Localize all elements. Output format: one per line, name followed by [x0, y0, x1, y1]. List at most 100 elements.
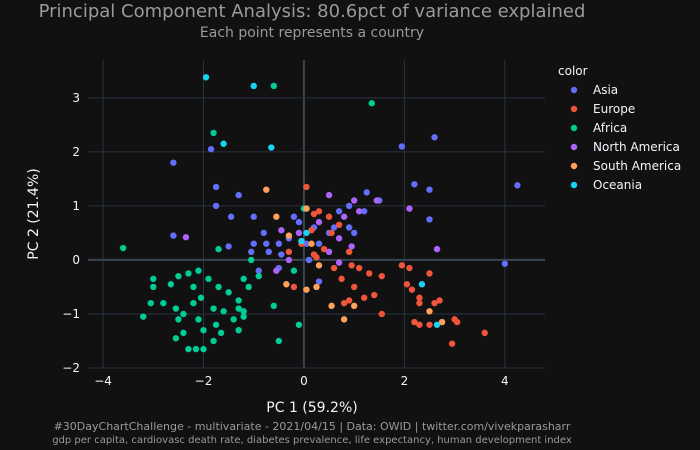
point-south-america	[283, 281, 290, 288]
point-asia	[248, 248, 255, 256]
point-europe	[398, 262, 406, 269]
x-tick-label: −4	[94, 374, 112, 388]
point-asia	[411, 181, 418, 188]
point-asia	[207, 145, 215, 153]
legend-marker-africa	[570, 124, 578, 132]
point-south-america	[313, 283, 320, 291]
point-north-america	[406, 205, 413, 212]
point-europe	[448, 340, 456, 347]
point-south-america	[340, 316, 348, 323]
point-asia	[350, 229, 358, 237]
point-africa	[240, 313, 247, 320]
point-south-america	[350, 302, 358, 310]
legend-title: color	[558, 64, 588, 78]
point-north-america	[278, 227, 285, 234]
y-tick-label: 0	[72, 253, 80, 267]
x-tick-label: −2	[195, 374, 213, 388]
point-asia	[255, 267, 262, 274]
point-europe	[403, 281, 411, 288]
point-africa	[150, 283, 157, 291]
point-oceania	[250, 82, 257, 90]
point-north-america	[285, 256, 293, 264]
point-europe	[416, 294, 423, 301]
point-north-america	[433, 245, 441, 253]
point-africa	[215, 283, 222, 291]
point-africa	[172, 335, 180, 342]
point-south-america	[263, 186, 270, 193]
point-europe	[285, 248, 293, 256]
point-north-america	[355, 208, 363, 215]
legend-marker-asia	[570, 86, 578, 94]
point-oceania	[220, 140, 227, 147]
point-africa	[195, 267, 202, 274]
point-north-america	[325, 248, 333, 256]
point-africa	[270, 302, 278, 310]
point-europe	[366, 270, 373, 277]
point-africa	[140, 313, 147, 320]
point-asia	[345, 224, 353, 231]
point-africa	[295, 321, 303, 328]
chart-subtitle: Each point represents a country	[200, 25, 424, 41]
legend-marker-north-america	[570, 143, 578, 151]
point-africa	[270, 82, 278, 90]
point-north-america	[335, 235, 343, 242]
y-axis-label: PC 2 (21.4%)	[26, 168, 42, 259]
point-asia	[235, 191, 242, 199]
legend-label-africa: Africa	[593, 121, 627, 135]
point-asia	[225, 243, 232, 250]
point-europe	[431, 299, 438, 307]
point-africa	[175, 316, 182, 323]
point-oceania	[303, 229, 310, 237]
point-asia	[361, 208, 368, 215]
point-europe	[330, 264, 338, 272]
point-africa	[200, 326, 207, 334]
point-asia	[315, 240, 323, 247]
point-asia	[330, 224, 338, 231]
point-asia	[514, 182, 521, 189]
point-north-america	[373, 197, 380, 204]
footer-line-1: #30DayChartChallenge - multivariate - 20…	[54, 420, 571, 433]
point-africa	[175, 272, 182, 280]
point-africa	[190, 299, 197, 307]
footer-line-2: gdp per capita, cardiovasc death rate, d…	[52, 435, 572, 446]
point-africa	[185, 345, 192, 353]
point-south-america	[273, 213, 280, 220]
point-europe	[426, 270, 433, 277]
point-europe	[303, 183, 310, 191]
point-africa	[160, 299, 167, 307]
point-south-america	[315, 262, 323, 269]
point-asia	[250, 213, 257, 220]
point-north-america	[348, 243, 355, 250]
point-asia	[431, 134, 438, 141]
point-north-america	[325, 191, 333, 199]
point-africa	[197, 294, 205, 301]
point-africa	[368, 100, 375, 107]
point-africa	[172, 305, 180, 312]
point-europe	[325, 213, 333, 220]
point-africa	[205, 275, 212, 283]
legend-marker-oceania	[570, 181, 578, 189]
point-europe	[338, 275, 345, 283]
point-europe	[406, 264, 413, 272]
y-tick-label: 2	[72, 145, 80, 159]
point-oceania	[268, 144, 275, 151]
x-tick-label: 4	[501, 374, 509, 388]
point-asia	[426, 186, 433, 193]
point-asia	[398, 143, 406, 150]
point-europe	[335, 221, 343, 229]
point-europe	[416, 321, 423, 328]
point-africa	[240, 308, 247, 315]
point-africa	[275, 337, 283, 345]
y-tick-labels: −2 −1 0 1 2 3	[62, 91, 80, 375]
point-africa	[235, 326, 242, 334]
legend-marker-europe	[570, 105, 578, 113]
point-north-america	[273, 267, 280, 274]
point-south-america	[303, 286, 310, 293]
legend-items: Asia Europe Africa North America South Ameri…	[570, 83, 681, 192]
point-north-america	[295, 229, 303, 237]
y-tick-label: −2	[62, 361, 80, 375]
point-north-america	[335, 259, 343, 266]
point-asia	[501, 260, 509, 267]
point-asia	[260, 229, 267, 237]
point-africa	[147, 299, 154, 307]
